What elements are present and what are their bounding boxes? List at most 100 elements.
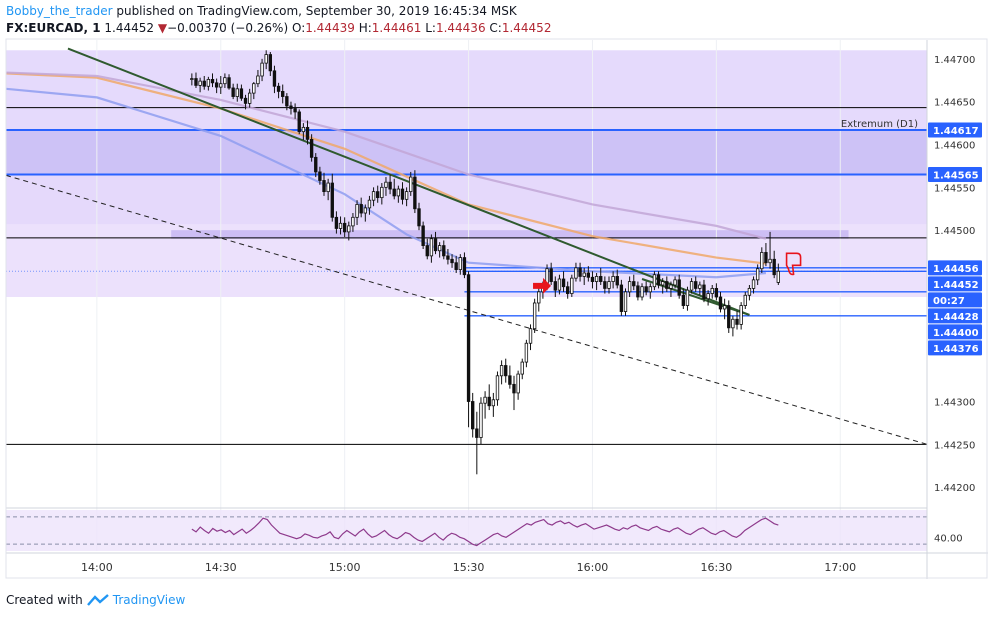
price-label-box [928, 260, 982, 276]
down-triangle-icon: ▼ [157, 21, 168, 35]
candle-body [566, 286, 570, 294]
candle-body [190, 78, 194, 80]
candle-body [611, 276, 615, 282]
candle-body [247, 92, 252, 104]
candle-body [512, 383, 516, 394]
candle-body [326, 182, 330, 193]
candle-body [239, 88, 244, 99]
candle-body [342, 222, 347, 233]
indicator-line [6, 72, 767, 265]
candle-body [421, 225, 425, 246]
change-value: −0.00370 (−0.26%) [167, 21, 289, 35]
candle-body [446, 255, 450, 260]
candle-body [627, 281, 632, 293]
candle-body [528, 328, 533, 344]
candle-body [462, 257, 467, 276]
candle-body [252, 83, 256, 94]
resistance-band [171, 230, 849, 239]
close-label: C: [489, 21, 502, 35]
rsi-background [6, 510, 927, 551]
candle-body [338, 222, 343, 229]
candle-body [669, 284, 673, 289]
candle-body [305, 126, 310, 140]
candle-body [768, 258, 772, 264]
price-labels-layer: 1.44617 1.44565 1.44456 1.44452 00:27 1.44428… [928, 122, 982, 356]
candle-body [508, 375, 512, 385]
candle-body [727, 305, 731, 329]
candle-body [718, 296, 723, 310]
footer: Created with TradingView [6, 593, 185, 607]
time-tick-label: 16:00 [577, 561, 609, 574]
candle-body [214, 82, 219, 88]
extremum-label: Extremum (D1) [841, 119, 918, 130]
candle-body [710, 288, 714, 294]
candle-body [665, 281, 669, 289]
candle-body [285, 96, 289, 107]
price-label-box [928, 166, 982, 182]
symbol-label: FX:EURCAD, 1 [6, 21, 101, 35]
price-label-text: 1.44428 [933, 312, 979, 323]
candle-body [751, 279, 756, 289]
candle-body [400, 188, 405, 200]
candle-body [276, 85, 281, 92]
candle-body [206, 79, 211, 87]
axes-layer: 1.44700 1.44650 1.44600 1.44550 1.44500 1.443… [5, 38, 988, 579]
publish-info: published on TradingView.com, September … [112, 4, 517, 18]
price-label-text: 1.44400 [933, 328, 979, 339]
candle-body [475, 428, 479, 438]
rsi-pane: 40.00 [6, 507, 963, 551]
candle-body [636, 285, 640, 298]
candle-body [557, 278, 562, 291]
candle-body [483, 396, 487, 404]
author-link[interactable]: Bobby_the_trader [6, 4, 113, 18]
candle-body [735, 318, 739, 325]
price-tick-label: 1.44650 [934, 98, 975, 109]
candle-body [648, 286, 652, 293]
price-label-box [928, 276, 982, 292]
candle-body [301, 126, 306, 133]
candle-body [516, 373, 520, 394]
candle-body [264, 54, 268, 64]
candle-body [623, 291, 628, 312]
candle-body [772, 258, 776, 276]
candle-body [743, 294, 747, 306]
candle-body [425, 245, 429, 257]
time-tick-label: 14:30 [205, 561, 237, 574]
candle-body [677, 279, 681, 296]
price-label-box [928, 292, 982, 308]
candle-body [293, 108, 297, 113]
high-value: 1.44461 [371, 21, 422, 35]
candle-body [433, 238, 438, 252]
indicator-line [6, 87, 767, 279]
candle-body [409, 176, 413, 193]
candle-body [198, 80, 202, 86]
created-with-label: Created with [6, 593, 83, 607]
price-tick-label: 1.44700 [934, 55, 975, 66]
tradingview-logo-icon [86, 594, 109, 606]
tradingview-brand[interactable]: TradingView [112, 593, 186, 607]
candle-body [347, 225, 351, 233]
candle-body [731, 318, 735, 329]
high-label: H: [358, 21, 372, 35]
candle-body [235, 88, 239, 97]
candle-body [504, 365, 508, 377]
candle-body [318, 171, 322, 181]
candle-body [599, 276, 603, 282]
candle-body [202, 80, 206, 87]
time-tick-label: 14:00 [81, 561, 113, 574]
price-tick-label: 1.44200 [934, 483, 975, 494]
candle-body [281, 90, 285, 97]
candle-body [722, 305, 727, 310]
candle-body [231, 87, 235, 97]
candle-body [570, 277, 574, 294]
candle-body [689, 281, 694, 291]
time-tick-label: 15:30 [453, 561, 485, 574]
time-tick-label: 17:00 [824, 561, 856, 574]
low-value: 1.44436 [435, 21, 486, 35]
candle-body [309, 138, 314, 158]
annotations-layer: Extremum (D1) [533, 119, 918, 294]
candle-body [549, 268, 553, 282]
low-label: L: [425, 21, 436, 35]
candle-body [223, 77, 227, 85]
